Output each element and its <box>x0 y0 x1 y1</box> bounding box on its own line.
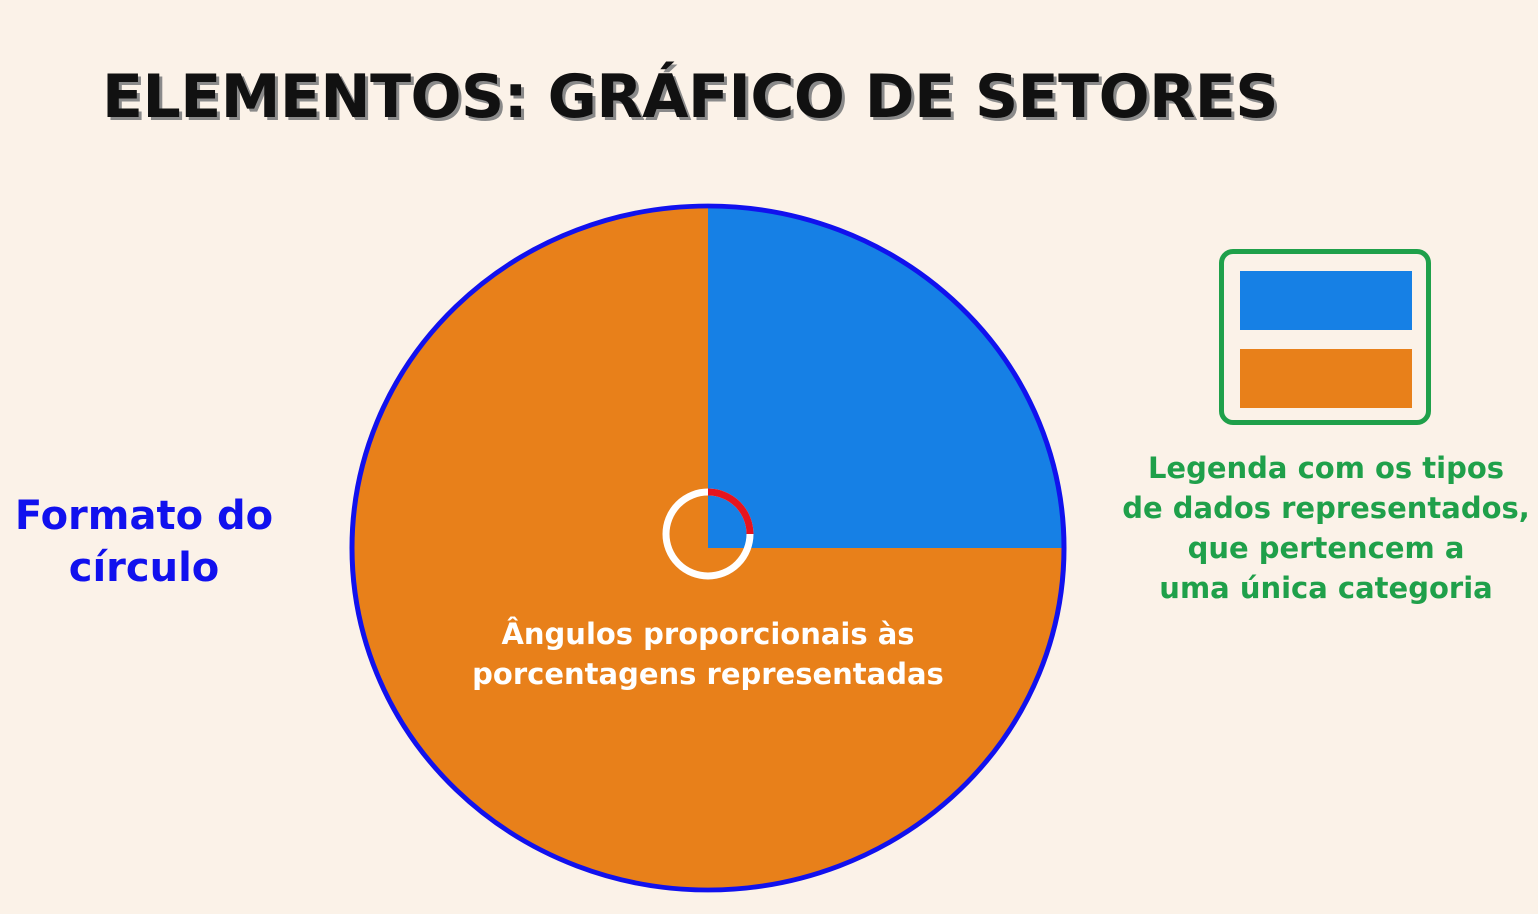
legend-description-line: que pertencem a <box>1187 531 1465 565</box>
legend-description-line: uma única categoria <box>1159 571 1493 605</box>
pie-slice <box>708 206 1064 548</box>
circle-shape-label-line: círculo <box>68 545 220 591</box>
circle-shape-label: Formato do círculo <box>0 490 288 594</box>
angle-description-line: Ângulos proporcionais às <box>501 617 915 651</box>
diagram-title: ELEMENTOS: GRÁFICO DE SETORES <box>102 62 1278 132</box>
angle-arc-marker <box>707 488 754 535</box>
pie-slice <box>352 206 1064 890</box>
angle-description-line: porcentagens representadas <box>472 657 944 691</box>
circle-shape-label-line: Formato do <box>14 493 274 539</box>
legend-description-line: de dados representados, <box>1122 491 1530 525</box>
legend-box <box>1219 249 1431 425</box>
angle-description-label: Ângulos proporcionais às porcentagens re… <box>430 614 986 694</box>
circle-outline <box>349 203 1067 893</box>
legend-swatch-orange <box>1240 349 1412 408</box>
pie-slices <box>352 206 1064 890</box>
legend-description-label: Legenda com os tipos de dados representa… <box>1100 448 1538 608</box>
legend-swatch-blue <box>1240 271 1412 330</box>
legend-description-line: Legenda com os tipos <box>1147 451 1505 485</box>
